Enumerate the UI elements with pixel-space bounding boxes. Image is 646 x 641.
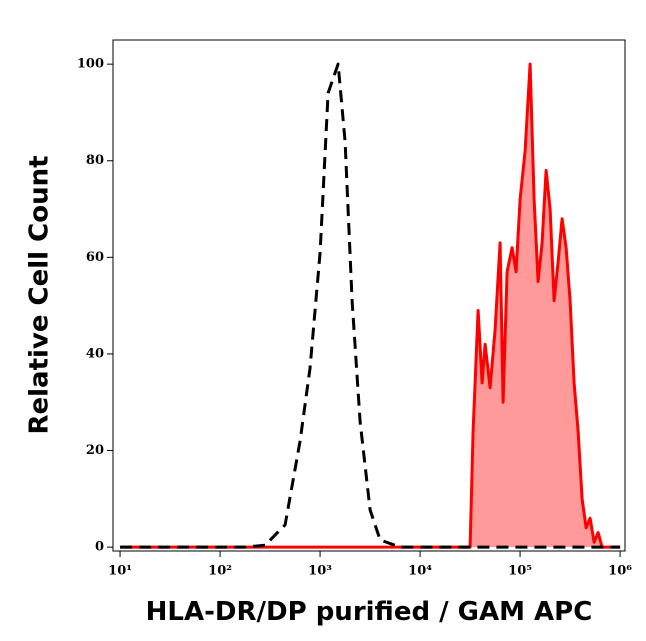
y-axis-label: Relative Cell Count (25, 155, 55, 434)
line (120, 62, 621, 549)
x-axis-label: HLA-DR/DP purified / GAM APC (146, 597, 593, 627)
y-tick-label: 40 (86, 346, 104, 361)
area (120, 64, 621, 548)
x-tick-label: 10¹ (108, 564, 132, 579)
line (120, 62, 621, 549)
x-tick-label: 10³ (308, 564, 332, 579)
y-tick-label: 80 (86, 153, 104, 168)
y-tick-label: 60 (86, 250, 104, 265)
y-tick-label: 0 (95, 540, 104, 555)
x-tick-label: 10² (208, 564, 232, 579)
x-tick-label: 10⁴ (408, 564, 432, 579)
x-tick-label: 10⁵ (508, 564, 532, 579)
y-tick-label: 20 (86, 443, 104, 458)
y-tick-label: 100 (77, 57, 104, 72)
plot-frame (112, 39, 626, 552)
x-tick-label: 10⁶ (608, 564, 632, 579)
